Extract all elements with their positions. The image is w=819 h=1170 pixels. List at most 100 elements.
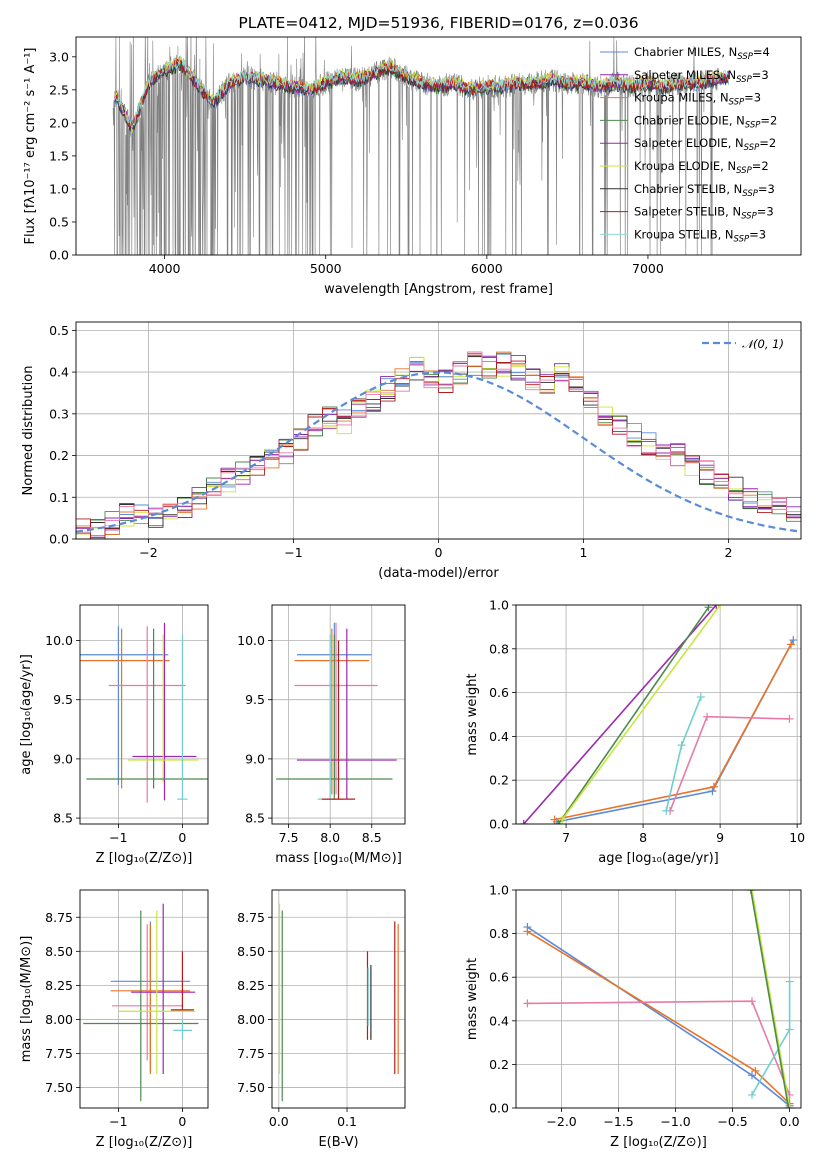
mass-vs-metallicity-panel: −1 0 7.50 7.75 8.00 8.25 8.50 8.75 Z [log₁₀(Z/Z⊙… xyxy=(19,889,209,1150)
x-tick-label: 7.5 xyxy=(279,830,299,845)
y-tick-label: 0.2 xyxy=(49,448,69,463)
mass-weight-marker xyxy=(785,977,794,986)
mass-weight-marker xyxy=(712,605,721,609)
mass-weight-marker xyxy=(785,1025,794,1034)
y-axis-label: age [log₁₀(age/yr)] xyxy=(19,654,34,775)
y-tick-label: 7.75 xyxy=(45,1046,73,1061)
mass-weight-marker xyxy=(709,782,718,791)
x-tick-label: −1 xyxy=(109,830,127,845)
x-tick-label: 4000 xyxy=(149,261,181,276)
y-tick-label: 0.4 xyxy=(49,365,69,380)
y-axis-label: mass [log₁₀(M/M⊙)] xyxy=(19,936,34,1063)
legend-entry: Salpeter STELIB, NSSP=3 xyxy=(634,205,774,222)
legend-entry: Kroupa ELODIE, NSSP=2 xyxy=(634,159,769,176)
y-tick-label: 9.0 xyxy=(245,751,265,766)
mass-weight-line xyxy=(557,606,710,824)
mass-weight-marker xyxy=(696,692,705,701)
legend-entry: Salpeter ELODIE, NSSP=2 xyxy=(634,136,776,153)
histogram-step xyxy=(76,356,801,539)
x-tick-label: −0.5 xyxy=(717,1114,747,1129)
y-tick-label: 2.5 xyxy=(49,82,69,97)
mass-weight-marker xyxy=(708,787,717,796)
y-tick-label: 0.5 xyxy=(49,323,69,338)
legend-entry: Kroupa MILES, NSSP=3 xyxy=(634,91,761,108)
y-tick-label: 8.25 xyxy=(237,978,265,993)
mass-weight-marker xyxy=(554,820,563,824)
spectrum-panel: 4000 5000 6000 7000 0.0 0.5 1.0 1.5 2.0 2.5 3.0 wav… xyxy=(23,14,802,297)
axes-frame xyxy=(75,321,802,540)
x-tick-label: 0.1 xyxy=(337,1114,357,1129)
mass-weight-marker xyxy=(751,1066,760,1075)
residual-histogram-panel: −2 −1 0 1 2 0.0 0.1 0.2 0.3 0.4 0.5 (data-model)/er… xyxy=(21,321,802,581)
y-axis-label: Flux [fλ10⁻¹⁷ erg cm⁻² s⁻¹ A⁻¹] xyxy=(23,48,38,245)
mass-weight-marker xyxy=(747,1071,756,1080)
y-tick-label: 8.75 xyxy=(237,910,265,925)
y-tick-label: 0.0 xyxy=(49,532,69,547)
mass-weight-marker xyxy=(747,1090,756,1099)
mass-weight-marker xyxy=(786,640,795,649)
y-tick-label: 0.3 xyxy=(49,406,69,421)
x-tick-label: 5000 xyxy=(310,261,342,276)
axes-frame xyxy=(79,604,209,825)
y-axis-label: mass weight xyxy=(465,673,480,755)
chart-title: PLATE=0412, MJD=51936, FIBERID=0176, z=0… xyxy=(238,14,638,32)
x-axis-label: E(B-V) xyxy=(318,1135,358,1150)
y-tick-label: 0.0 xyxy=(489,817,509,832)
x-tick-label: 8.5 xyxy=(362,830,382,845)
y-tick-label: 8.5 xyxy=(245,811,265,826)
x-tick-label: 8.0 xyxy=(320,830,340,845)
plot-area xyxy=(519,605,798,824)
x-axis-label: (data-model)/error xyxy=(378,566,499,581)
legend-entry: 𝒩(0, 1) xyxy=(742,337,784,351)
y-tick-label: 0.1 xyxy=(49,490,69,505)
y-axis-label: Normed distribution xyxy=(21,366,36,496)
mass-weight-marker xyxy=(784,1104,793,1108)
x-tick-label: 7 xyxy=(562,830,570,845)
x-tick-label: −1 xyxy=(284,545,302,560)
legend-entry: Chabrier MILES, NSSP=4 xyxy=(634,45,770,62)
mass-vs-ebv-panel: 0.0 0.1 7.50 7.75 8.00 8.25 8.50 8.75 E(B-V) xyxy=(237,889,406,1150)
x-tick-label: 0 xyxy=(178,1114,186,1129)
axes-frame xyxy=(75,36,802,256)
legend-entry: Salpeter MILES, NSSP=3 xyxy=(634,68,769,85)
y-tick-label: 0.8 xyxy=(489,926,509,941)
y-tick-label: 1.5 xyxy=(49,148,69,163)
x-tick-label: 2 xyxy=(725,545,733,560)
mass-weight-line xyxy=(561,605,721,821)
mass-weight-marker xyxy=(716,605,725,609)
x-axis-label: age [log₁₀(age/yr)] xyxy=(598,851,719,866)
x-tick-label: 8 xyxy=(639,830,647,845)
x-tick-label: 0 xyxy=(178,830,186,845)
y-tick-label: 0.8 xyxy=(489,641,509,656)
x-axis-label: Z [log₁₀(Z/Z⊙)] xyxy=(96,1135,193,1150)
plot-area xyxy=(80,622,208,803)
legend: Chabrier MILES, NSSP=4 Salpeter MILES, NS… xyxy=(600,45,777,244)
x-tick-label: 0 xyxy=(435,545,443,560)
age-vs-mass-panel: 7.5 8.0 8.5 8.5 9.0 9.5 10.0 mass [log₁₀(M/M⊙)] xyxy=(237,604,406,866)
y-tick-label: 8.50 xyxy=(237,944,265,959)
plot-area xyxy=(276,622,397,800)
y-tick-label: 0.4 xyxy=(489,1013,509,1028)
x-tick-label: 0.0 xyxy=(780,1114,800,1129)
y-axis-label: mass weight xyxy=(465,958,480,1040)
y-tick-label: 3.0 xyxy=(49,49,69,64)
mass-weight-line xyxy=(751,890,791,1108)
model-spectrum xyxy=(114,56,729,129)
x-tick-label: 0.0 xyxy=(269,1114,289,1129)
mass-weight-marker xyxy=(662,806,671,815)
mass-weight-line xyxy=(750,890,790,1108)
mass-weight-marker xyxy=(677,741,686,750)
x-tick-label: −1.5 xyxy=(603,1114,633,1129)
model-spectrum xyxy=(114,57,729,134)
x-tick-label: 6000 xyxy=(471,261,503,276)
y-tick-label: 9.5 xyxy=(53,692,73,707)
histogram-step xyxy=(76,351,801,533)
axes-frame xyxy=(515,889,802,1109)
massweight-vs-metallicity-panel: −2.0 −1.5 −1.0 −0.5 0.0 0.0 0.2 0.4 0.6 0.8 1.0 Z [… xyxy=(465,883,802,1150)
x-axis-label: wavelength [Angstrom, rest frame] xyxy=(324,282,553,297)
legend-entry: Kroupa STELIB, NSSP=3 xyxy=(634,227,766,244)
mass-weight-marker xyxy=(523,999,532,1008)
mass-weight-marker xyxy=(558,815,567,824)
axes-frame xyxy=(79,889,209,1109)
